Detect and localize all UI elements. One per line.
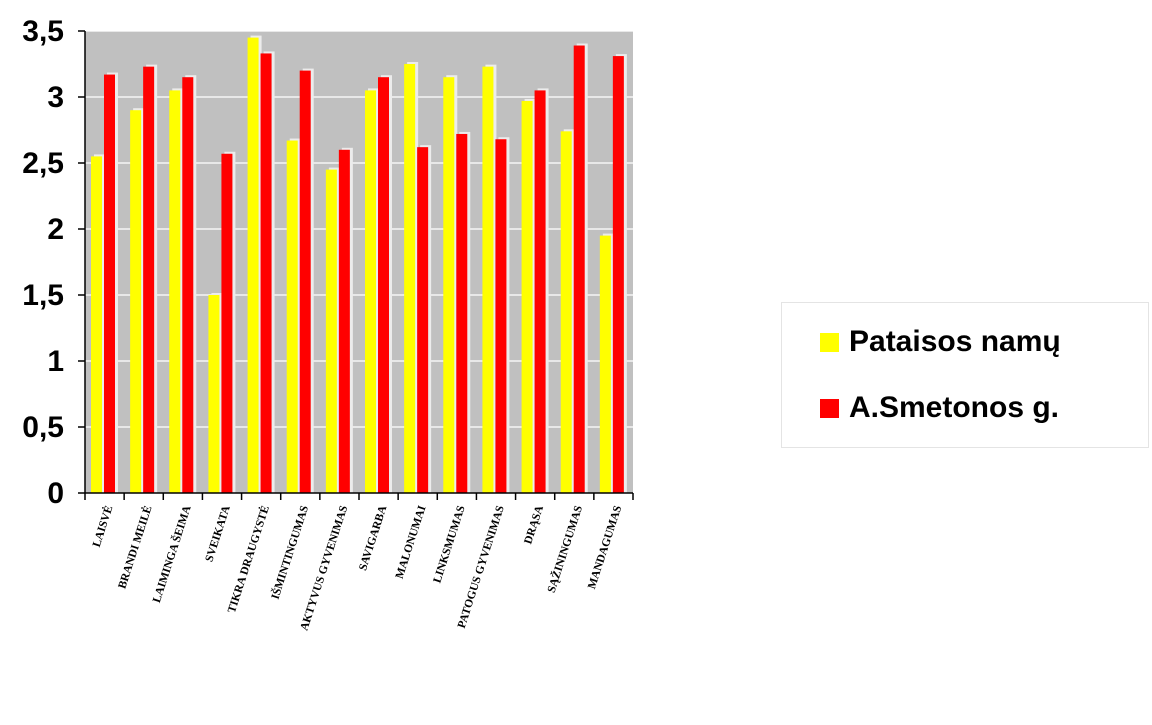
bar [299, 68, 314, 493]
bar [443, 75, 458, 493]
bar [482, 64, 497, 493]
bar [534, 88, 549, 494]
x-tick-label: IŠMINTINGUMAS [268, 504, 312, 601]
bar-fill [378, 77, 389, 493]
bar [221, 151, 236, 493]
x-tick-label: MANDAGUMAS [586, 504, 624, 590]
bar-fill [104, 74, 115, 493]
bar-fill [404, 64, 416, 493]
y-tick-label: 2,5 [22, 147, 64, 180]
bar-fill [495, 139, 507, 494]
legend-swatch-yellow [820, 332, 839, 352]
bar [365, 88, 379, 494]
y-tick-label: 0,5 [22, 411, 64, 444]
bar [456, 131, 471, 493]
bar [104, 72, 118, 493]
bar-fill [443, 77, 455, 493]
bar [404, 62, 419, 493]
bar-fill [482, 66, 494, 493]
x-tick-label: SAVIGARBA [357, 504, 389, 573]
bar-fill [456, 133, 468, 493]
x-tick-label: PATOGUS GYVENIMAS [456, 504, 507, 630]
bar [521, 98, 536, 494]
x-tick-label: LAISVĖ [89, 503, 116, 548]
x-tick-label: SĄŽININGUMAS [544, 504, 585, 595]
y-tick-label: 0 [47, 477, 64, 510]
y-tick-label: 3 [47, 81, 64, 114]
bar [378, 75, 392, 493]
bar [247, 35, 262, 493]
bar-fill [143, 66, 155, 493]
bar-fill [91, 156, 102, 493]
bar-fill [417, 147, 429, 493]
y-axis-ticks: 0 0,5 1 1,5 2 2,5 3 3,5 [22, 15, 85, 510]
bar-fill [286, 140, 298, 493]
x-tick-label: SVEIKATA [203, 504, 233, 564]
bar [599, 233, 614, 493]
bar-fill [208, 295, 220, 493]
bar [573, 43, 588, 494]
bar-fill [599, 235, 611, 493]
plot-area [85, 31, 633, 493]
bar [495, 137, 510, 494]
legend-item-smetonos: A.Smetonos g. [820, 391, 1059, 425]
bar-fill [221, 153, 233, 493]
x-tick-label: LAIMINGA ŠEIMA [149, 503, 194, 604]
bar-fill [182, 77, 194, 493]
bar [612, 54, 627, 494]
x-tick-label: MALONUMAI [394, 504, 429, 581]
bar-fill [299, 70, 311, 493]
bar [91, 154, 105, 493]
bar-fill [130, 110, 142, 493]
bars [91, 35, 627, 494]
bar-fill [573, 45, 585, 494]
bar-fill [247, 37, 259, 493]
bar-fill [169, 90, 181, 494]
legend-item-pataisos: Pataisos namų [820, 325, 1061, 359]
bar-fill [365, 90, 376, 494]
bar-fill [534, 90, 546, 494]
x-tick-label: TIKRA DRAUGYSTĖ [224, 503, 272, 614]
legend-label-pataisos: Pataisos namų [849, 325, 1061, 358]
x-tick-label: AKTYVUS GYVENIMAS [298, 504, 350, 632]
bar [560, 129, 575, 493]
legend-label-smetonos: A.Smetonos g. [849, 391, 1060, 424]
bar [182, 75, 197, 493]
legend-swatch-red [820, 398, 839, 418]
y-tick-label: 3,5 [22, 15, 64, 48]
x-tick-label: BRANDI MEILĖ [114, 503, 154, 590]
bar [130, 108, 145, 493]
bar [417, 145, 432, 493]
bar-fill [612, 56, 624, 494]
x-tick-label: LINKSMUMAS [431, 504, 467, 584]
bar-fill [521, 100, 533, 494]
bar [169, 88, 184, 494]
bar [208, 293, 223, 493]
bar [143, 64, 158, 493]
bar [338, 147, 353, 494]
bar-fill [338, 149, 350, 494]
bar [286, 138, 301, 493]
bar [260, 51, 275, 493]
bar-fill [325, 169, 337, 493]
y-tick-label: 1 [47, 345, 64, 378]
bar-fill [260, 53, 272, 493]
bar-fill [560, 131, 572, 493]
y-tick-label: 2 [47, 213, 64, 246]
legend: Pataisos namų A.Smetonos g. [781, 302, 1149, 448]
bar [325, 167, 340, 493]
y-tick-label: 1,5 [22, 279, 64, 312]
x-tick-label: DRĄSA [522, 504, 546, 546]
